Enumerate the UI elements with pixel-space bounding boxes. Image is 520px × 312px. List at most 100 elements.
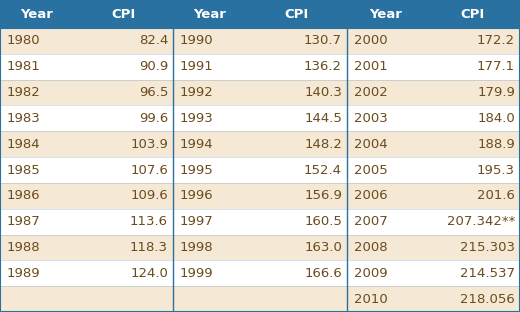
Bar [347,209,520,235]
Text: 96.5: 96.5 [139,86,168,99]
Text: 1986: 1986 [7,189,41,202]
Text: 1980: 1980 [7,34,41,47]
Text: 1981: 1981 [7,60,41,73]
Bar [347,131,520,157]
Text: 2000: 2000 [354,34,387,47]
Text: 1995: 1995 [180,163,214,177]
Text: 118.3: 118.3 [130,241,168,254]
Text: 1988: 1988 [7,241,41,254]
Bar [173,131,347,157]
Bar [173,28,347,54]
Bar [347,183,520,209]
Bar [0,80,173,105]
Text: Year: Year [370,7,402,21]
Text: 82.4: 82.4 [139,34,168,47]
Text: 2004: 2004 [354,138,387,151]
Bar [0,209,173,235]
Text: 90.9: 90.9 [139,60,168,73]
Text: 109.6: 109.6 [130,189,168,202]
Text: 2008: 2008 [354,241,387,254]
Text: 1993: 1993 [180,112,214,125]
Text: 195.3: 195.3 [477,163,515,177]
Text: 140.3: 140.3 [304,86,342,99]
Bar [347,0,520,28]
Text: 1992: 1992 [180,86,214,99]
Bar [0,235,173,260]
Bar [347,28,520,54]
Text: 177.1: 177.1 [477,60,515,73]
Bar [0,28,173,54]
Text: 124.0: 124.0 [130,267,168,280]
Text: 148.2: 148.2 [304,138,342,151]
Bar [173,0,347,28]
Text: 1996: 1996 [180,189,214,202]
Bar [173,235,347,260]
Text: 2006: 2006 [354,189,387,202]
Text: 201.6: 201.6 [477,189,515,202]
Text: Year: Year [193,7,226,21]
Text: 184.0: 184.0 [477,112,515,125]
Text: 215.303: 215.303 [460,241,515,254]
Text: 136.2: 136.2 [304,60,342,73]
Bar [347,157,520,183]
Bar [173,209,347,235]
Text: CPI: CPI [460,7,485,21]
Text: 130.7: 130.7 [304,34,342,47]
Text: 218.056: 218.056 [460,293,515,305]
Text: 1998: 1998 [180,241,214,254]
Bar [0,54,173,80]
Text: 207.342**: 207.342** [447,215,515,228]
Bar [173,157,347,183]
Text: 156.9: 156.9 [304,189,342,202]
Text: 163.0: 163.0 [304,241,342,254]
Text: 2009: 2009 [354,267,387,280]
Bar [173,260,347,286]
Bar [0,286,173,312]
Bar [173,54,347,80]
Text: 160.5: 160.5 [304,215,342,228]
Text: 179.9: 179.9 [477,86,515,99]
Text: 99.6: 99.6 [139,112,168,125]
Bar [0,157,173,183]
Text: 1999: 1999 [180,267,214,280]
Text: 1985: 1985 [7,163,41,177]
Bar [173,105,347,131]
Bar [173,80,347,105]
Bar [0,105,173,131]
Bar [0,260,173,286]
Text: CPI: CPI [111,7,135,21]
Bar [347,260,520,286]
Text: 2010: 2010 [354,293,388,305]
Text: 2002: 2002 [354,86,388,99]
Text: 152.4: 152.4 [304,163,342,177]
Text: 1989: 1989 [7,267,41,280]
Text: 2007: 2007 [354,215,388,228]
Text: 1984: 1984 [7,138,41,151]
Text: 166.6: 166.6 [304,267,342,280]
Bar [0,0,173,28]
Text: 1983: 1983 [7,112,41,125]
Text: 214.537: 214.537 [460,267,515,280]
Bar [173,183,347,209]
Text: 1991: 1991 [180,60,214,73]
Bar [347,105,520,131]
Text: 188.9: 188.9 [477,138,515,151]
Text: 113.6: 113.6 [130,215,168,228]
Text: 107.6: 107.6 [130,163,168,177]
Bar [173,286,347,312]
Text: 144.5: 144.5 [304,112,342,125]
Text: 2005: 2005 [354,163,388,177]
Text: 1990: 1990 [180,34,214,47]
Text: 1994: 1994 [180,138,214,151]
Text: 1982: 1982 [7,86,41,99]
Text: 1997: 1997 [180,215,214,228]
Bar [0,183,173,209]
Text: CPI: CPI [284,7,309,21]
Bar [347,54,520,80]
Text: 103.9: 103.9 [130,138,168,151]
Bar [0,131,173,157]
Text: Year: Year [20,7,53,21]
Text: 172.2: 172.2 [477,34,515,47]
Bar [347,235,520,260]
Text: 2001: 2001 [354,60,388,73]
